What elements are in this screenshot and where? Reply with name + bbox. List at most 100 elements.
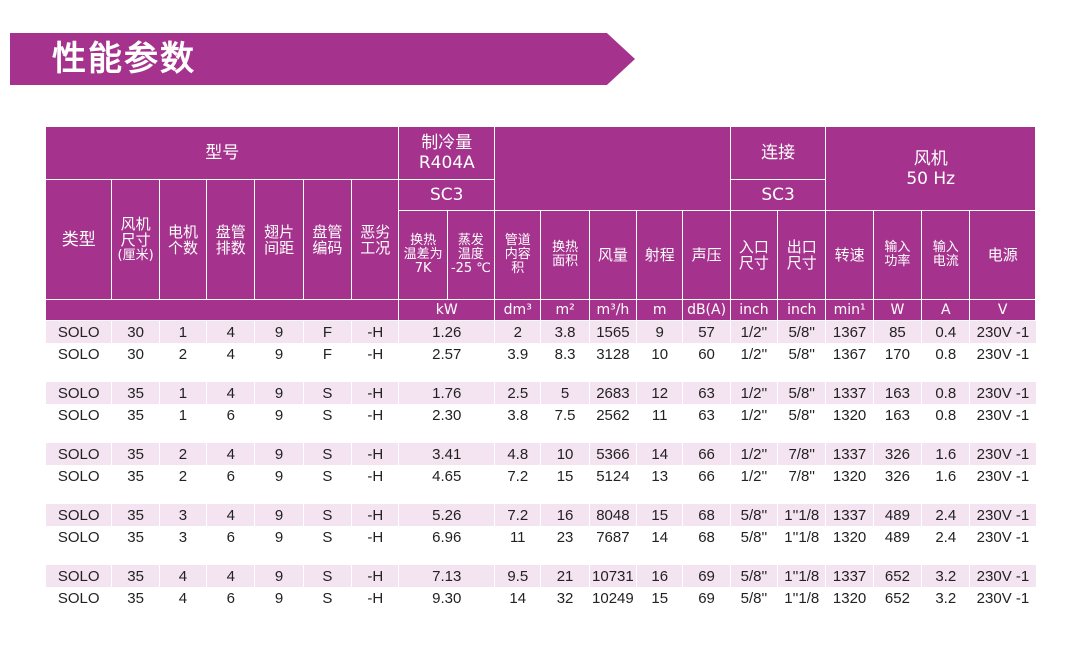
col-harsh-condition: 恶劣 工况 <box>351 179 400 300</box>
cell-throw: 14 <box>636 443 683 465</box>
cell-motors: 2 <box>158 443 207 465</box>
cell-area: 8.3 <box>540 343 590 365</box>
col-outlet-l2: 尺寸 <box>786 254 817 272</box>
cell-type: SOLO <box>44 343 112 365</box>
cell-v: 230V -1 <box>969 343 1036 365</box>
cell-fan: 35 <box>111 404 160 426</box>
row-spacer <box>45 426 1036 443</box>
unit-voltage: V <box>969 299 1036 321</box>
cell-v: 230V -1 <box>969 465 1036 487</box>
col-fin-spacing-l1: 翅片 <box>264 222 295 241</box>
cell-kw: 2.30 <box>398 404 495 426</box>
col-fin-spacing: 翅片 间距 <box>254 179 304 300</box>
cell-flow: 5124 <box>588 465 637 487</box>
col-throw: 射程 <box>636 210 684 300</box>
col-motor-count: 电机 个数 <box>158 179 208 300</box>
cell-motors: 4 <box>158 587 207 609</box>
cell-db: 68 <box>682 504 731 526</box>
col-supply: 电源 <box>969 210 1036 300</box>
col-outlet-l1: 出口 <box>786 238 817 256</box>
cell-kw: 6.96 <box>398 526 495 548</box>
col-current-l1: 输入 <box>932 240 959 255</box>
cell-fin: 9 <box>254 343 304 365</box>
cell-type: SOLO <box>44 526 112 548</box>
table-row: SOLO 35 4 6 9 S -H 9.30 14 32 10249 15 69 5/8'' 1''1/8… <box>44 587 1036 609</box>
cell-cond: -H <box>351 504 399 526</box>
table-row: SOLO 30 2 4 9 F -H 2.57 3.9 8.3 3128 10 60 1/2'' 5/8''… <box>44 343 1036 365</box>
cell-rows: 6 <box>206 404 255 426</box>
cell-vol: 11 <box>494 526 541 548</box>
col-coil-rows-l2: 排数 <box>215 238 246 257</box>
cell-rpm: 1320 <box>825 587 874 609</box>
cell-db: 57 <box>682 320 731 343</box>
cell-kw: 3.41 <box>398 443 495 465</box>
unit-inlet: inch <box>729 299 779 321</box>
cell-in: 1/2'' <box>729 382 778 404</box>
cell-coil: S <box>302 526 352 548</box>
cell-vol: 2 <box>494 320 541 343</box>
col-tube-l2: 内容 <box>504 247 531 262</box>
cell-in: 5/8'' <box>729 587 778 609</box>
col-evap-l2: 温度 <box>457 247 484 262</box>
unit-air-flow: m³/h <box>588 299 638 321</box>
cell-coil: S <box>302 382 352 404</box>
fan-label: 风机 <box>913 148 948 169</box>
col-coil-code-l1: 盘管 <box>312 222 343 241</box>
cell-fin: 9 <box>254 320 304 343</box>
table-row: SOLO 35 1 4 9 S -H 1.76 2.5 5 2683 12 63 1/2'' 5/8'' 13… <box>44 382 1036 404</box>
cell-in: 1/2'' <box>729 320 778 343</box>
cell-type: SOLO <box>44 404 112 426</box>
cell-a: 2.4 <box>921 504 970 526</box>
table-row: SOLO 35 3 4 9 S -H 5.26 7.2 16 8048 15 68 5/8'' 1''1/8… <box>44 504 1036 526</box>
unit-speed: min¹ <box>825 299 874 321</box>
cell-v: 230V -1 <box>969 526 1036 548</box>
col-evap-l1: 蒸发 <box>457 233 484 248</box>
cell-out: 1''1/8 <box>777 565 826 587</box>
cell-fan: 35 <box>111 526 160 548</box>
cell-kw: 5.26 <box>398 504 495 526</box>
col-power-l1: 输入 <box>884 240 911 255</box>
cell-fan: 30 <box>111 320 160 343</box>
cell-rows: 4 <box>206 343 255 365</box>
cell-out: 5/8'' <box>777 343 826 365</box>
fan-header: 风机 50 Hz <box>825 126 1036 211</box>
cell-v: 230V -1 <box>969 404 1036 426</box>
cell-a: 2.4 <box>921 526 970 548</box>
cell-in: 5/8'' <box>729 565 778 587</box>
cell-v: 230V -1 <box>969 565 1036 587</box>
table-body: SOLO 30 1 4 9 F -H 1.26 2 3.8 1565 9 57 1/2'' 5/8'' 136… <box>44 320 1036 609</box>
cell-coil: S <box>302 404 352 426</box>
col-inlet-l2: 尺寸 <box>738 254 769 272</box>
col-fan-size: 风机 尺寸 (厘米) <box>111 179 160 300</box>
table-row: SOLO 35 2 6 9 S -H 4.65 7.2 15 5124 13 66 1/2'' 7/8'' 1… <box>44 465 1036 487</box>
cell-rpm: 1320 <box>825 465 874 487</box>
cell-rpm: 1337 <box>825 504 874 526</box>
col-coil-code: 盘管 编码 <box>302 179 353 300</box>
cell-rpm: 1337 <box>825 443 874 465</box>
cell-fin: 9 <box>254 404 304 426</box>
cell-vol: 7.2 <box>494 504 541 526</box>
col-temp-diff-l2: 温差为 <box>403 247 443 262</box>
cell-fan: 35 <box>111 565 160 587</box>
cell-throw: 11 <box>636 404 683 426</box>
performance-table: 型号 制冷量 R404A 连接 风机 50 Hz 类型 风机 尺寸 (厘米) 电… <box>44 126 1036 609</box>
col-outlet: 出口 尺寸 <box>777 210 827 300</box>
table-row: SOLO 35 2 4 9 S -H 3.41 4.8 10 5366 14 66 1/2'' 7/8'' 1… <box>44 443 1036 465</box>
cell-motors: 1 <box>158 382 207 404</box>
cell-motors: 3 <box>158 504 207 526</box>
cell-coil: S <box>302 443 352 465</box>
cell-a: 1.6 <box>921 443 970 465</box>
cell-in: 1/2'' <box>729 404 778 426</box>
col-coil-rows-l1: 盘管 <box>215 222 246 241</box>
col-type: 类型 <box>44 179 113 300</box>
cell-flow: 8048 <box>588 504 637 526</box>
col-fan-size-l1: 风机 <box>120 214 151 233</box>
cell-motors: 3 <box>158 526 207 548</box>
cell-rows: 4 <box>206 382 255 404</box>
cell-rpm: 1367 <box>825 320 874 343</box>
cell-db: 63 <box>682 382 731 404</box>
cell-rpm: 1337 <box>825 565 874 587</box>
cell-type: SOLO <box>44 382 112 404</box>
col-coil-rows: 盘管 排数 <box>206 179 256 300</box>
cell-w: 170 <box>872 343 922 365</box>
